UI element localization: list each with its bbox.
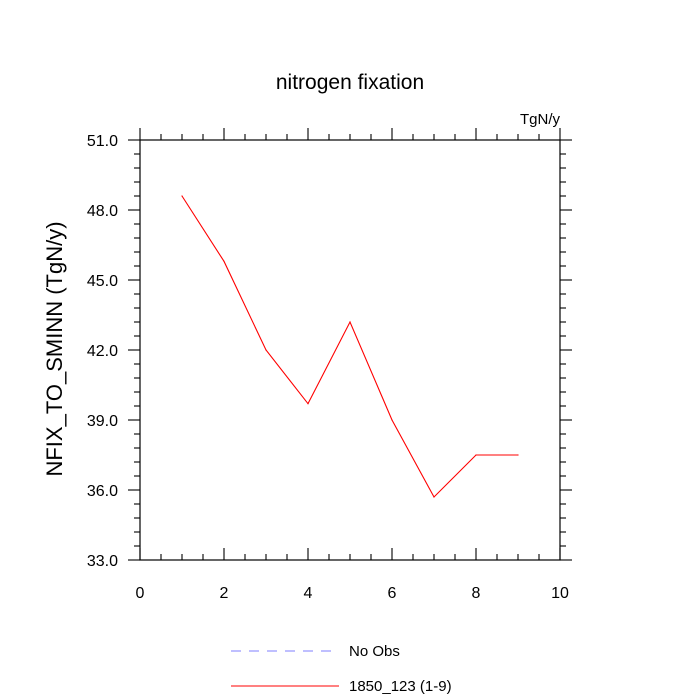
data-point [433, 496, 435, 498]
data-point [475, 454, 477, 456]
x-axis-ticks: 0 2 4 6 8 10 [136, 128, 569, 602]
units-label: TgN/y [520, 111, 561, 128]
y-axis-ticks: 33.0 36.0 39.0 42.0 45.0 48.0 51.0 [87, 133, 572, 570]
legend-label: 1850_123 (1-9) [349, 678, 452, 695]
y-tick-label: 33.0 [87, 553, 118, 570]
x-tick-label: 2 [220, 585, 229, 602]
x-tick-label: 0 [136, 585, 145, 602]
series-line-1 [181, 195, 518, 498]
y-axis-label: NFIX_TO_SMINN (TgN/y) [42, 221, 67, 476]
data-point [265, 349, 267, 351]
legend: No Obs 1850_123 (1-9) [231, 643, 452, 695]
x-tick-label: 8 [472, 585, 481, 602]
data-point [307, 403, 309, 405]
x-tick-label: 6 [388, 585, 397, 602]
legend-label: No Obs [349, 643, 400, 660]
plot-frame [139, 139, 561, 561]
data-point [517, 454, 519, 456]
y-tick-label: 39.0 [87, 413, 118, 430]
y-tick-label: 51.0 [87, 133, 118, 150]
series-layer [181, 195, 519, 498]
x-tick-label: 10 [551, 585, 569, 602]
data-point [349, 321, 351, 323]
data-point [391, 419, 393, 421]
y-tick-label: 36.0 [87, 483, 118, 500]
x-tick-label: 4 [304, 585, 313, 602]
chart-title: nitrogen fixation [276, 71, 424, 94]
y-tick-label: 48.0 [87, 203, 118, 220]
y-tick-label: 42.0 [87, 343, 118, 360]
y-tick-label: 45.0 [87, 273, 118, 290]
data-point [223, 260, 225, 262]
data-point [181, 195, 183, 197]
